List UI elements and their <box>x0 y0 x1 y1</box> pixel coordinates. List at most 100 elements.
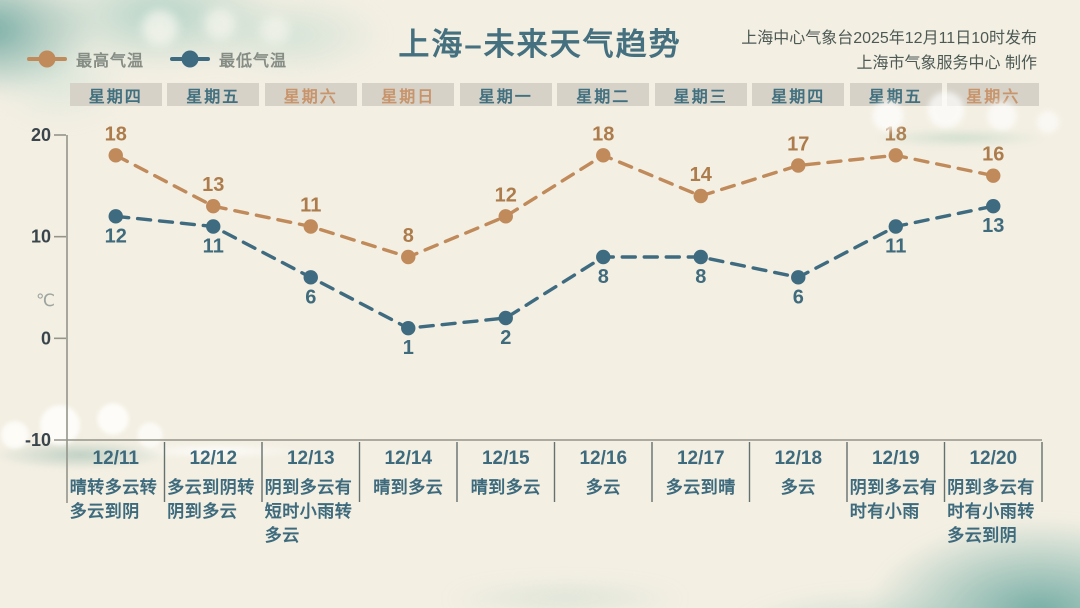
high-temp-line <box>114 153 995 259</box>
low-temp-value: 11 <box>885 236 906 258</box>
date-weather-row: 12/11 晴转多云转多云到阴 12/12 多云到阴转阴到多云 12/13 阴到多云有短时… <box>67 447 1042 548</box>
weekday-box: 星期三 <box>654 83 747 106</box>
low-temp-point <box>791 270 806 285</box>
weekday-cell: 星期四 <box>67 83 165 106</box>
high-temp-point <box>108 148 123 163</box>
weather-description: 阴到多云有时有小雨转多云到阴 <box>947 478 1035 545</box>
high-temp-value: 18 <box>885 123 907 145</box>
weekday-header-row: 星期四 星期五 星期六 星期日 星期一 星期二 星期三 星期四 星期五 星期六 <box>67 83 1042 106</box>
weather-description: 阴到多云有短时小雨转多云 <box>264 478 353 545</box>
high-temp-point <box>596 148 611 163</box>
weather-description: 多云 <box>585 478 621 497</box>
weekday-cell: 星期四 <box>750 83 848 106</box>
publisher-line-1: 上海中心气象台2025年12月11日10时发布 <box>741 30 1037 47</box>
forecast-day-cell: 12/15 晴到多云 <box>457 447 555 548</box>
weather-description: 阴到多云有时有小雨 <box>849 478 938 521</box>
weekday-cell: 星期六 <box>262 83 360 106</box>
high-temp-point <box>498 209 513 224</box>
weather-description: 晴到多云 <box>373 478 444 497</box>
high-temp-value: 13 <box>202 174 224 196</box>
weather-description: 多云 <box>780 478 816 497</box>
low-temp-value: 6 <box>793 286 804 308</box>
date-label: 12/16 <box>579 448 628 469</box>
weekday-box: 星期四 <box>69 83 162 106</box>
weekday-cell: 星期二 <box>555 83 653 106</box>
page-title: 上海–未来天气趋势 <box>398 27 682 62</box>
weekday-cell: 星期五 <box>165 83 263 106</box>
weather-description: 晴转多云转多云到阴 <box>69 478 158 521</box>
weekday-box: 星期六 <box>264 83 357 106</box>
high-temp-point <box>791 158 806 173</box>
low-temp-point <box>888 219 903 234</box>
high-temp-point <box>693 188 708 204</box>
high-temp-value: 11 <box>300 195 321 217</box>
weekday-cell: 星期日 <box>360 83 458 106</box>
high-temp-value: 16 <box>982 144 1004 166</box>
high-temp-value: 17 <box>787 134 809 156</box>
y-tick-label: 20 <box>31 125 51 145</box>
low-temp-value: 13 <box>982 215 1004 237</box>
low-temp-point <box>108 209 123 224</box>
weekday-box: 星期五 <box>849 83 942 106</box>
low-temp-value: 1 <box>403 337 414 359</box>
weekday-box: 星期四 <box>752 83 845 106</box>
low-temp-point <box>401 320 416 336</box>
weekday-cell: 星期三 <box>652 83 750 106</box>
forecast-day-cell: 12/20 阴到多云有时有小雨转多云到阴 <box>945 447 1043 548</box>
weekday-cell: 星期六 <box>945 83 1043 106</box>
low-temp-value: 12 <box>105 225 127 247</box>
weekday-cell: 星期一 <box>457 83 555 106</box>
low-temp-value: 8 <box>695 266 706 288</box>
weather-description: 多云到阴转阴到多云 <box>167 478 255 521</box>
y-tick-label: 0 <box>41 328 51 348</box>
weekday-box: 星期日 <box>362 83 455 106</box>
date-label: 12/15 <box>481 448 530 469</box>
y-tick-label: -10 <box>25 430 51 450</box>
high-temp-value: 18 <box>592 123 614 145</box>
date-label: 12/19 <box>871 448 920 469</box>
weekday-box: 星期五 <box>167 83 260 106</box>
weekday-cell: 星期五 <box>847 83 945 106</box>
unit-label: ℃ <box>36 291 55 310</box>
weekday-box: 星期六 <box>947 83 1040 106</box>
publisher-info: 上海中心气象台2025年12月11日10时发布 上海市气象服务中心 制作 <box>741 26 1037 76</box>
high-temp-point <box>986 168 1001 183</box>
high-temp-point <box>303 219 318 234</box>
low-temp-value: 8 <box>598 266 609 288</box>
high-temp-value: 14 <box>690 164 713 186</box>
high-temp-point <box>206 198 221 214</box>
date-label: 12/18 <box>774 448 823 469</box>
low-temp-point <box>596 249 611 265</box>
high-temp-point <box>888 148 903 163</box>
high-temp-point <box>401 249 416 265</box>
high-temp-value: 12 <box>495 184 517 206</box>
date-label: 12/17 <box>676 448 725 469</box>
high-temp-value: 8 <box>403 225 414 247</box>
low-temp-value: 11 <box>203 236 224 258</box>
date-label: 12/12 <box>189 448 238 469</box>
low-temp-point <box>498 310 513 326</box>
forecast-day-cell: 12/14 晴到多云 <box>360 447 458 548</box>
low-temp-point <box>986 198 1001 214</box>
date-label: 12/14 <box>384 448 433 469</box>
y-tick-label: 10 <box>31 227 51 247</box>
forecast-day-cell: 12/17 多云到晴 <box>652 447 750 548</box>
publisher-line-2: 上海市气象服务中心 制作 <box>856 55 1037 72</box>
date-label: 12/13 <box>286 448 335 469</box>
forecast-day-cell: 12/16 多云 <box>555 447 653 548</box>
date-label: 12/20 <box>969 448 1018 469</box>
low-temp-value: 2 <box>500 327 511 349</box>
weather-description: 多云到晴 <box>665 478 736 497</box>
weekday-box: 星期一 <box>459 83 552 106</box>
low-temp-point <box>303 270 318 285</box>
weather-description: 晴到多云 <box>470 478 541 497</box>
forecast-day-cell: 12/19 阴到多云有时有小雨 <box>847 447 945 548</box>
date-label: 12/11 <box>92 448 140 469</box>
weekday-box: 星期二 <box>557 83 650 106</box>
forecast-day-cell: 12/18 多云 <box>750 447 848 548</box>
high-temp-value: 18 <box>105 123 127 145</box>
low-temp-value: 6 <box>305 286 316 308</box>
forecast-day-cell: 12/13 阴到多云有短时小雨转多云 <box>262 447 360 548</box>
low-temp-point <box>206 219 221 234</box>
